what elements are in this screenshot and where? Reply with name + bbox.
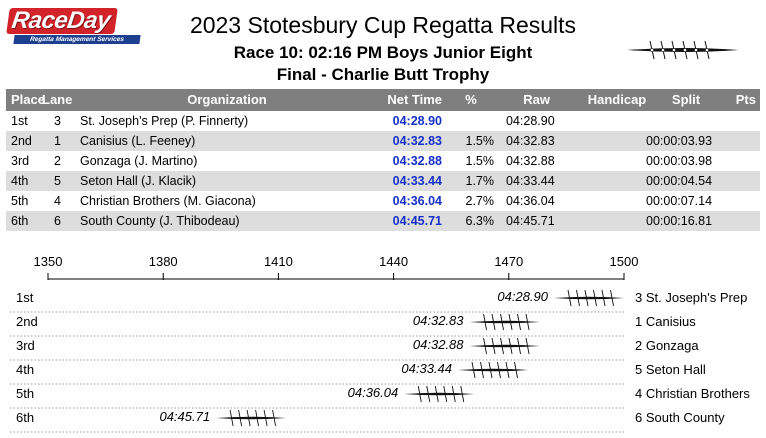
cell-lane: 1 bbox=[54, 134, 61, 148]
cell-raw: 04:32.83 bbox=[506, 134, 555, 148]
lane-time-label: 04:32.83 bbox=[413, 313, 464, 328]
lane-place-label: 1st bbox=[16, 290, 34, 305]
cell-lane: 5 bbox=[54, 174, 61, 188]
cell-net-time: 04:36.04 bbox=[392, 194, 442, 208]
cell-net-time: 04:33.44 bbox=[392, 174, 442, 188]
lane-time-label: 04:32.88 bbox=[413, 337, 464, 352]
cell-net-time: 04:28.90 bbox=[392, 114, 442, 128]
cell-raw: 04:32.88 bbox=[506, 154, 555, 168]
table-row: 5th 4 Christian Brothers (M. Giacona) 04… bbox=[6, 191, 760, 211]
table-row: 6th 6 South County (J. Thibodeau) 04:45.… bbox=[6, 211, 760, 231]
cell-organization: South County (J. Thibodeau) bbox=[80, 214, 240, 228]
eight-rowing-shell-icon bbox=[458, 361, 528, 379]
lane-time-label: 04:33.44 bbox=[401, 361, 452, 376]
lane-place-label: 5th bbox=[16, 386, 34, 401]
header-pts: Pts bbox=[735, 92, 756, 107]
lane-crew-label: 4 Christian Brothers bbox=[635, 386, 750, 401]
lane-place-label: 3rd bbox=[16, 338, 35, 353]
cell-percent: 1.7% bbox=[465, 174, 495, 188]
page-title: 2023 Stotesbury Cup Regatta Results bbox=[189, 12, 577, 38]
eight-rowing-shell-icon bbox=[216, 409, 287, 427]
lane-crew-label: 5 Seton Hall bbox=[635, 362, 706, 377]
header-place: Place bbox=[11, 92, 45, 107]
lane-place-label: 6th bbox=[16, 410, 34, 425]
x-tick-label: 1380 bbox=[149, 254, 178, 269]
cell-percent: 1.5% bbox=[465, 134, 495, 148]
cell-percent: 6.3% bbox=[465, 214, 495, 228]
lane-place-label: 2nd bbox=[16, 314, 38, 329]
eight-rowing-shell-icon bbox=[554, 289, 624, 307]
lane-crew-label: 2 Gonzaga bbox=[635, 338, 699, 353]
race-heading: Race 10: 02:16 PM Boys Junior Eight bbox=[233, 43, 533, 62]
cell-raw: 04:45.71 bbox=[506, 214, 555, 228]
results-table: Place Lane Organization Net Time % Raw H… bbox=[6, 89, 760, 231]
cell-organization: Gonzaga (J. Martino) bbox=[80, 154, 198, 168]
cell-split: 00:00:03.93 bbox=[646, 134, 713, 148]
eight-rowing-shell-icon bbox=[627, 40, 739, 60]
lane-time-label: 04:28.90 bbox=[497, 289, 548, 304]
cell-lane: 6 bbox=[54, 214, 61, 228]
cell-organization: Christian Brothers (M. Giacona) bbox=[80, 194, 256, 208]
race-position-chart: 1350 1380 1410 1440 1470 1500 1st 04:28.90 3 St.… bbox=[10, 254, 750, 433]
header-handicap: Handicap bbox=[587, 92, 647, 107]
lane-place-label: 4th bbox=[16, 362, 34, 377]
header-lane: Lane bbox=[42, 92, 73, 107]
cell-net-time: 04:32.83 bbox=[392, 134, 442, 148]
x-tick-label: 1500 bbox=[610, 254, 639, 269]
lane-crew-label: 3 St. Joseph's Prep bbox=[635, 290, 747, 305]
cell-place: 6th bbox=[11, 214, 29, 228]
cell-place: 1st bbox=[11, 114, 28, 128]
cell-raw: 04:28.90 bbox=[506, 114, 555, 128]
cell-place: 5th bbox=[11, 194, 29, 208]
x-tick-label: 1350 bbox=[34, 254, 63, 269]
cell-net-time: 04:45.71 bbox=[392, 214, 442, 228]
eight-rowing-shell-icon bbox=[404, 385, 475, 403]
lane-time-label: 04:36.04 bbox=[348, 385, 399, 400]
cell-place: 3rd bbox=[11, 154, 30, 168]
lane-time-label: 04:45.71 bbox=[159, 409, 210, 424]
cell-lane: 2 bbox=[54, 154, 61, 168]
lane-crew-label: 1 Canisius bbox=[635, 314, 696, 329]
table-header-row: Place Lane Organization Net Time % Raw H… bbox=[6, 89, 760, 111]
cell-split: 00:00:04.54 bbox=[646, 174, 713, 188]
cell-raw: 04:36.04 bbox=[506, 194, 555, 208]
lane-crew-label: 6 South County bbox=[635, 410, 725, 425]
cell-split: 00:00:03.98 bbox=[646, 154, 713, 168]
cell-organization: Seton Hall (J. Klacik) bbox=[80, 174, 197, 188]
cell-percent: 2.7% bbox=[465, 194, 495, 208]
cell-place: 2nd bbox=[11, 134, 32, 148]
header-split: Split bbox=[671, 92, 701, 107]
table-row: 1st 3 St. Joseph's Prep (P. Finnerty) 04… bbox=[6, 111, 760, 131]
cell-organization: Canisius (L. Feeney) bbox=[80, 134, 196, 148]
x-tick-label: 1410 bbox=[264, 254, 293, 269]
eight-rowing-shell-icon bbox=[469, 313, 540, 331]
cell-percent: 1.5% bbox=[465, 154, 495, 168]
header-net-time: Net Time bbox=[387, 92, 442, 107]
cell-split: 00:00:16.81 bbox=[646, 214, 713, 228]
cell-split: 00:00:07.14 bbox=[646, 194, 713, 208]
x-tick-label: 1470 bbox=[494, 254, 523, 269]
header-percent: % bbox=[465, 92, 477, 107]
header-organization: Organization bbox=[187, 92, 267, 107]
eight-rowing-shell-icon bbox=[469, 337, 540, 355]
cell-place: 4th bbox=[11, 174, 29, 188]
final-heading: Final - Charlie Butt Trophy bbox=[276, 65, 490, 84]
table-row: 4th 5 Seton Hall (J. Klacik) 04:33.44 1.… bbox=[6, 171, 760, 191]
cell-net-time: 04:32.88 bbox=[392, 154, 442, 168]
table-row: 3rd 2 Gonzaga (J. Martino) 04:32.88 1.5%… bbox=[6, 151, 760, 171]
cell-lane: 4 bbox=[54, 194, 61, 208]
table-row: 2nd 1 Canisius (L. Feeney) 04:32.83 1.5%… bbox=[6, 131, 760, 151]
cell-lane: 3 bbox=[54, 114, 61, 128]
header-raw: Raw bbox=[523, 92, 550, 107]
x-tick-label: 1440 bbox=[379, 254, 408, 269]
cell-raw: 04:33.44 bbox=[506, 174, 555, 188]
cell-organization: St. Joseph's Prep (P. Finnerty) bbox=[80, 114, 249, 128]
